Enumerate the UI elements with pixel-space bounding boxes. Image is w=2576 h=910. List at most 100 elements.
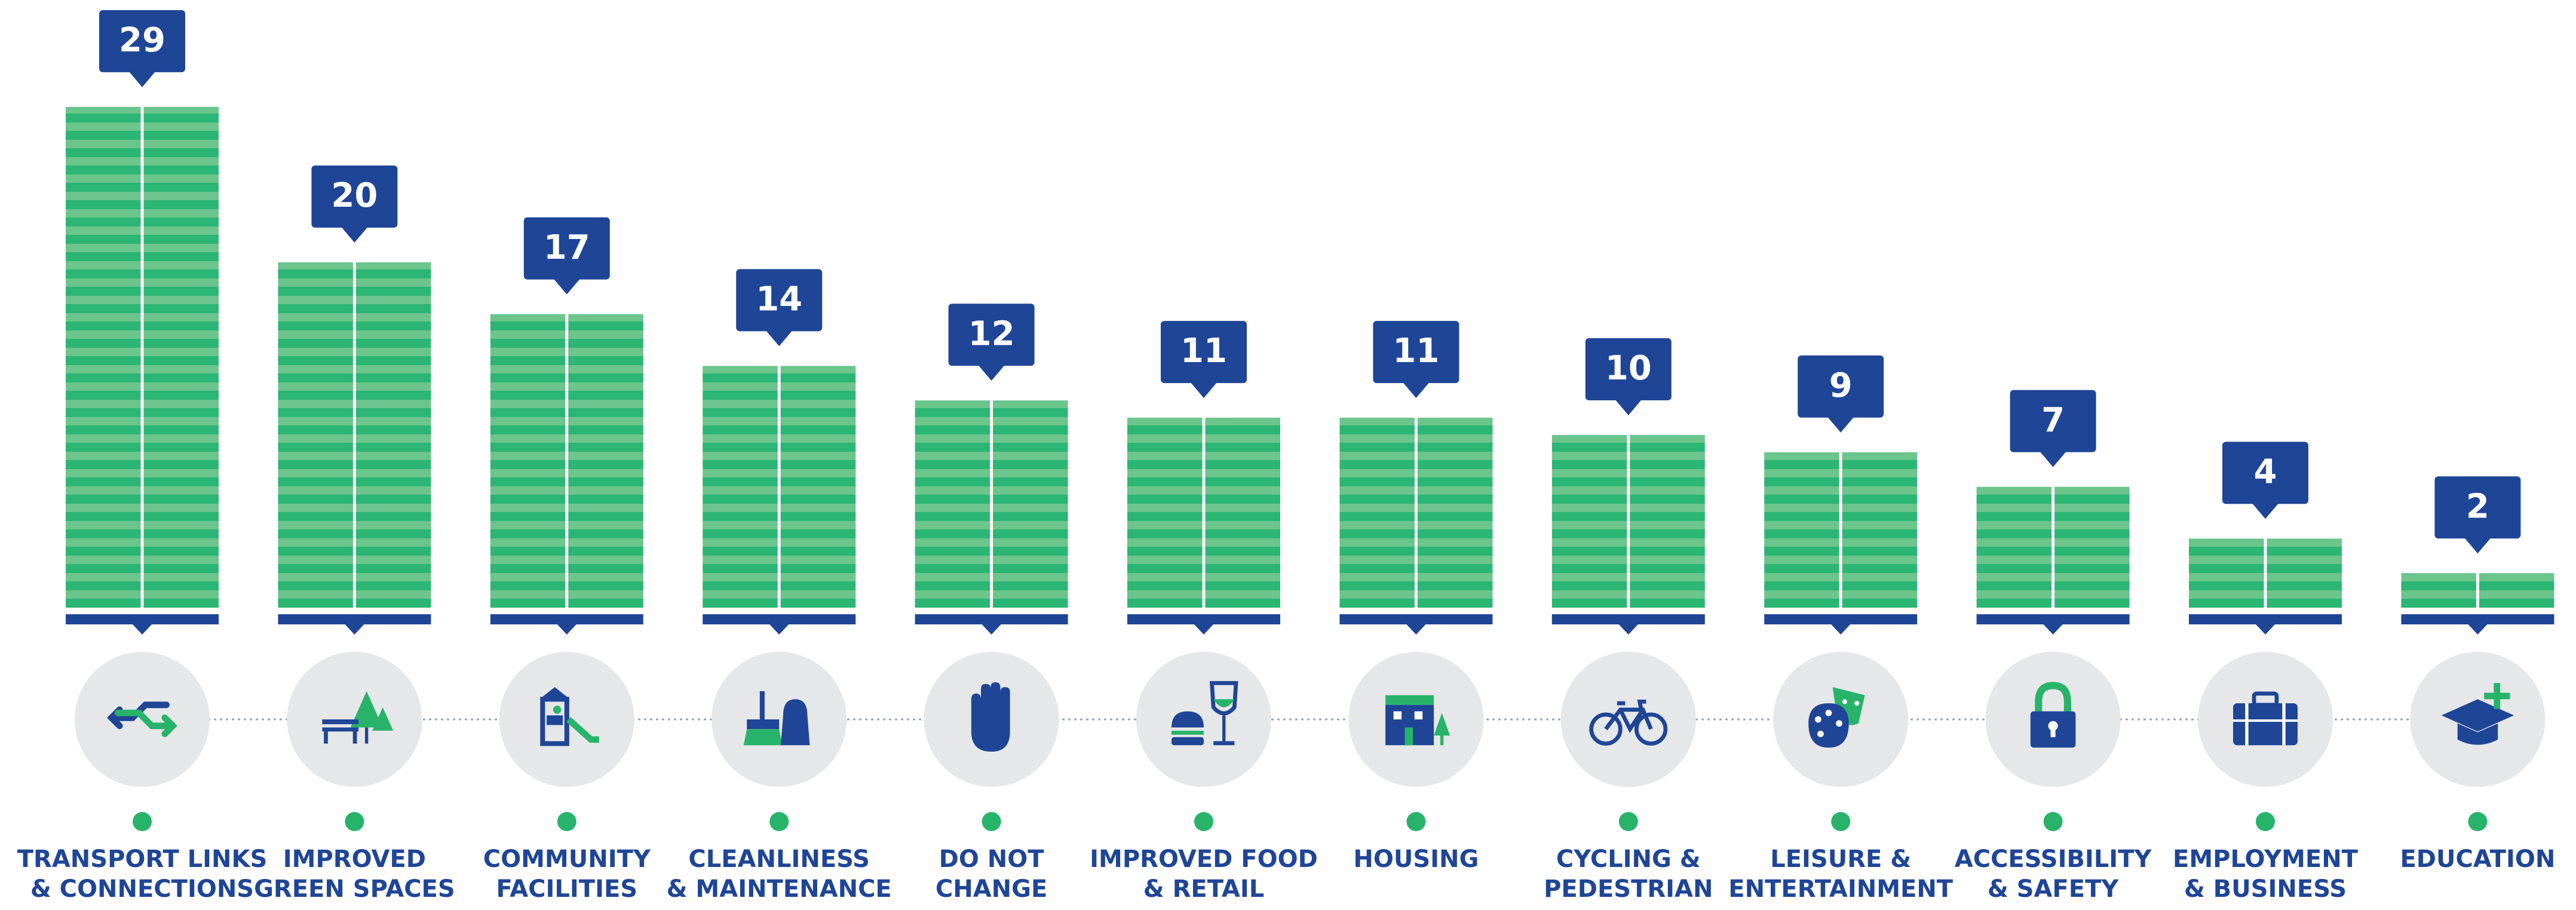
value-callout — [2222, 442, 2308, 504]
bar-base-pointer — [557, 624, 576, 635]
category-icon — [322, 691, 394, 744]
value-callout-pointer — [553, 278, 580, 295]
bar-base — [2401, 614, 2554, 624]
bar-base-pointer — [2043, 624, 2063, 635]
value-callout — [1161, 321, 1247, 384]
value-label: 10 — [1605, 349, 1652, 388]
category-icon — [1589, 699, 1668, 746]
value-callout-pointer — [129, 71, 155, 87]
value-callout-pointer — [2252, 503, 2278, 519]
category-label: CHANGE — [936, 875, 1047, 903]
bar-base — [1339, 614, 1493, 624]
bar-base-pointer — [982, 624, 1001, 635]
bar-base-pointer — [133, 624, 152, 635]
value-callout — [2434, 476, 2521, 539]
bar-base-pointer — [2468, 624, 2488, 635]
value-callout-pointer — [978, 365, 1005, 381]
category-dot — [133, 812, 152, 831]
category-dot — [1618, 812, 1638, 831]
value-callout — [736, 269, 823, 332]
value-label: 9 — [1829, 366, 1853, 405]
value-label: 29 — [119, 21, 165, 60]
category-icon — [971, 682, 1010, 752]
category-label: LEISURE & — [1770, 845, 1911, 873]
category-dot — [1831, 812, 1851, 831]
category-label: & SAFETY — [1988, 875, 2120, 903]
value-callout-pointer — [1827, 416, 1854, 433]
bar-base — [66, 614, 219, 624]
value-callout — [99, 10, 185, 72]
bar-base — [1127, 614, 1280, 624]
value-callout — [1585, 338, 1672, 400]
value-callout-pointer — [766, 330, 793, 347]
bar-base-pointer — [1618, 624, 1638, 635]
category-label: & CONNECTIONS — [30, 875, 254, 903]
category-label: & BUSINESS — [2184, 875, 2347, 903]
category-dot — [2043, 812, 2063, 831]
category-label: DO NOT — [939, 845, 1045, 873]
value-callout-pointer — [1403, 382, 1430, 399]
category-label: EMPLOYMENT — [2173, 845, 2359, 873]
value-label: 4 — [2254, 453, 2277, 492]
bar-base — [1551, 614, 1705, 624]
value-label: 20 — [331, 176, 378, 215]
bar-base-pointer — [1406, 624, 1426, 635]
value-label: 14 — [756, 280, 802, 319]
category-icon — [1808, 687, 1865, 748]
bar-base — [2189, 614, 2342, 624]
category-dot — [1406, 812, 1426, 831]
category-label: CYCLING & — [1556, 845, 1701, 873]
category-icon — [107, 701, 177, 737]
category-icon — [1172, 681, 1238, 746]
category-label: IMPROVED — [283, 845, 426, 873]
category-icon — [539, 687, 599, 746]
value-callout — [948, 304, 1035, 366]
bar-base-pointer — [345, 624, 364, 635]
category-label: COMMUNITY — [483, 845, 651, 873]
value-callout-pointer — [2040, 451, 2066, 467]
value-label: 17 — [544, 228, 590, 267]
category-label: FACILITIES — [496, 875, 637, 903]
bar-base — [703, 614, 856, 624]
value-label: 12 — [968, 314, 1015, 353]
category-label: ACCESSIBILITY — [1955, 845, 2152, 873]
bar-base — [1976, 614, 2130, 624]
bar-base — [1764, 614, 1918, 624]
value-label: 7 — [2041, 401, 2065, 440]
value-callout-pointer — [1191, 382, 1217, 399]
bar-base — [915, 614, 1068, 624]
category-label: TRANSPORT LINKS — [17, 845, 268, 873]
category-dot — [345, 812, 364, 831]
category-label: PEDESTRIAN — [1544, 875, 1713, 903]
bar-base-pointer — [769, 624, 789, 635]
value-callout — [1798, 355, 1884, 418]
category-label: HOUSING — [1353, 845, 1479, 873]
category-label: GREEN SPACES — [254, 875, 455, 903]
category-dot — [2468, 812, 2488, 831]
category-label: & RETAIL — [1143, 875, 1264, 903]
value-label: 2 — [2466, 487, 2489, 526]
category-label: CLEANLINESS — [688, 845, 870, 873]
category-icon — [2030, 682, 2076, 748]
category-icon — [2441, 683, 2514, 745]
value-label: 11 — [1393, 332, 1439, 370]
bar-base-pointer — [1194, 624, 1213, 635]
value-label: 11 — [1180, 332, 1227, 370]
bar-base — [490, 614, 643, 624]
category-label: & MAINTENANCE — [667, 875, 892, 903]
icon-circle — [1136, 652, 1271, 787]
value-callout — [523, 217, 610, 280]
value-callout-pointer — [2464, 538, 2491, 554]
bar-base-pointer — [1831, 624, 1851, 635]
category-icon — [743, 691, 810, 746]
category-label: IMPROVED FOOD — [1090, 845, 1318, 873]
category-label: EDUCATION — [2400, 845, 2555, 873]
bar-base-pointer — [2256, 624, 2275, 635]
category-dot — [1194, 812, 1213, 831]
category-icon — [1385, 695, 1450, 746]
value-callout-pointer — [341, 227, 368, 243]
value-callout-pointer — [1615, 400, 1642, 415]
category-dot — [769, 812, 789, 831]
category-label: ENTERTAINMENT — [1728, 875, 1954, 903]
